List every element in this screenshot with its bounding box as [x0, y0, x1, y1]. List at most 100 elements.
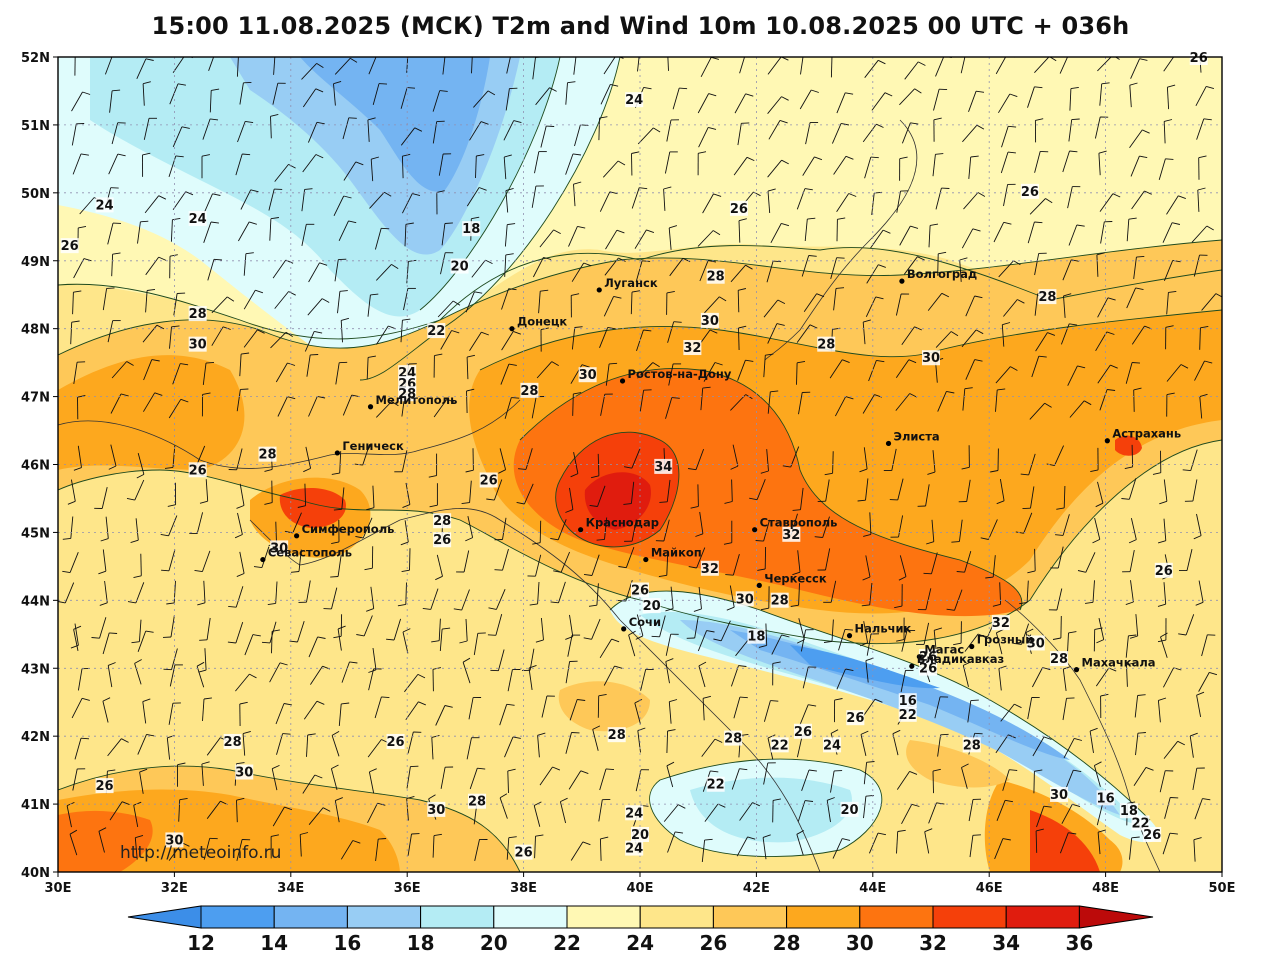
- wind-barb: [862, 394, 875, 414]
- wind-barb: [331, 735, 340, 757]
- wind-barb: [568, 770, 582, 790]
- wind-barb-flag: [98, 827, 107, 832]
- wind-barb: [730, 264, 746, 283]
- wind-barb-flag: [289, 640, 298, 643]
- wind-barb: [308, 807, 324, 825]
- contour-label-bg: [700, 312, 719, 328]
- wind-barb-flag: [573, 181, 582, 185]
- contour-label: 20: [643, 599, 661, 614]
- wind-barb: [499, 448, 507, 470]
- wind-barb-flag: [1127, 801, 1136, 804]
- contour-label-bg: [270, 540, 289, 556]
- wind-barb-flag: [974, 295, 983, 299]
- wind-barb-flag: [781, 634, 790, 638]
- wind-barb: [534, 151, 540, 174]
- wind-barb-flag: [1003, 221, 1012, 225]
- contour-label-bg: [578, 367, 597, 383]
- wind-barb-flag: [205, 361, 215, 364]
- wind-barb: [405, 482, 411, 505]
- wind-barb-flag: [279, 662, 288, 666]
- city-label: Элиста: [894, 429, 940, 443]
- wind-barb-flag: [202, 392, 211, 395]
- contour-label-bg: [962, 737, 981, 753]
- wind-barb-flag: [582, 841, 591, 846]
- wind-barb-flag: [827, 797, 835, 801]
- wind-barb: [1166, 292, 1169, 315]
- wind-barb-flag: [760, 470, 769, 474]
- wind-barb-flag: [113, 54, 121, 55]
- contour-label-bg: [398, 386, 417, 402]
- contour-label-bg: [433, 532, 452, 548]
- wind-barb-flag: [135, 834, 144, 839]
- wind-barb: [135, 518, 139, 541]
- wind-barb-flag: [304, 188, 313, 190]
- lon-tick-label: 38E: [510, 881, 537, 896]
- wind-barb-flag: [1139, 155, 1148, 159]
- wind-barb-flag: [216, 50, 224, 51]
- wind-barb: [541, 695, 548, 718]
- wind-barb-flag: [723, 542, 732, 545]
- wind-barb: [639, 390, 645, 412]
- wind-barb: [463, 550, 470, 573]
- temp-region-caucasus-20-22: [640, 611, 1140, 825]
- wind-barb-flag: [1206, 85, 1215, 90]
- wind-barb: [335, 362, 340, 385]
- contour-label: 24: [625, 842, 643, 857]
- wind-barb: [765, 623, 768, 646]
- wind-barb-flag: [98, 570, 107, 575]
- wind-barb-flag: [62, 537, 71, 540]
- wind-barb-flag: [698, 151, 707, 154]
- wind-barb: [71, 123, 77, 146]
- wind-barb-flag: [381, 696, 390, 699]
- wind-barb-flag: [842, 838, 851, 841]
- contour-label-bg: [1026, 635, 1045, 651]
- wind-barb: [763, 762, 769, 785]
- wind-barb: [1134, 695, 1139, 718]
- wind-barb: [959, 259, 962, 282]
- wind-barb-flag: [792, 571, 801, 576]
- wind-barb: [1163, 57, 1175, 72]
- wind-barb: [533, 805, 541, 827]
- wind-barb-flag: [1063, 666, 1071, 670]
- wind-barb: [202, 118, 211, 140]
- wind-barb-flag: [758, 644, 767, 648]
- wind-barb-flag: [1069, 323, 1078, 326]
- wind-barb: [1186, 548, 1193, 571]
- wind-barb: [534, 836, 536, 859]
- wind-barb: [599, 191, 611, 212]
- wind-barb: [1027, 697, 1033, 720]
- wind-barb: [998, 668, 1002, 691]
- wind-barb-flag: [899, 156, 908, 160]
- wind-barb-flag: [730, 465, 739, 470]
- wind-barb: [243, 253, 247, 276]
- wind-barb: [440, 330, 452, 350]
- wind-barb-flag: [234, 534, 243, 539]
- wind-barb-flag: [343, 195, 352, 199]
- contour-label-bg: [1020, 183, 1039, 199]
- wind-barb: [1190, 449, 1198, 471]
- wind-barb-flag: [226, 296, 235, 302]
- contour-label: 30: [427, 803, 445, 818]
- wind-barb-flag: [1129, 82, 1138, 86]
- wind-barb-flag: [1100, 693, 1109, 697]
- wind-barb: [1094, 116, 1101, 139]
- city-label: Махачкала: [1082, 656, 1156, 670]
- wind-barb: [1062, 669, 1067, 691]
- wind-barb-flag: [476, 154, 485, 157]
- wind-barb-flag: [845, 92, 854, 95]
- wind-barb-flag: [512, 736, 521, 739]
- colorbar-label: 18: [407, 931, 435, 955]
- wind-barb: [143, 118, 150, 140]
- wind-barb: [1067, 365, 1078, 386]
- wind-barb-flag: [333, 508, 342, 511]
- wind-barb: [202, 698, 205, 722]
- wind-barb: [903, 256, 918, 275]
- wind-barb-flag: [866, 761, 875, 763]
- wind-barb: [442, 57, 446, 75]
- wind-barb: [995, 389, 998, 412]
- wind-barb-flag: [1128, 539, 1137, 544]
- wind-barb-flag: [1206, 225, 1214, 231]
- wind-barb-flag: [618, 566, 627, 569]
- wind-barb: [271, 768, 278, 791]
- wind-barb: [969, 835, 974, 858]
